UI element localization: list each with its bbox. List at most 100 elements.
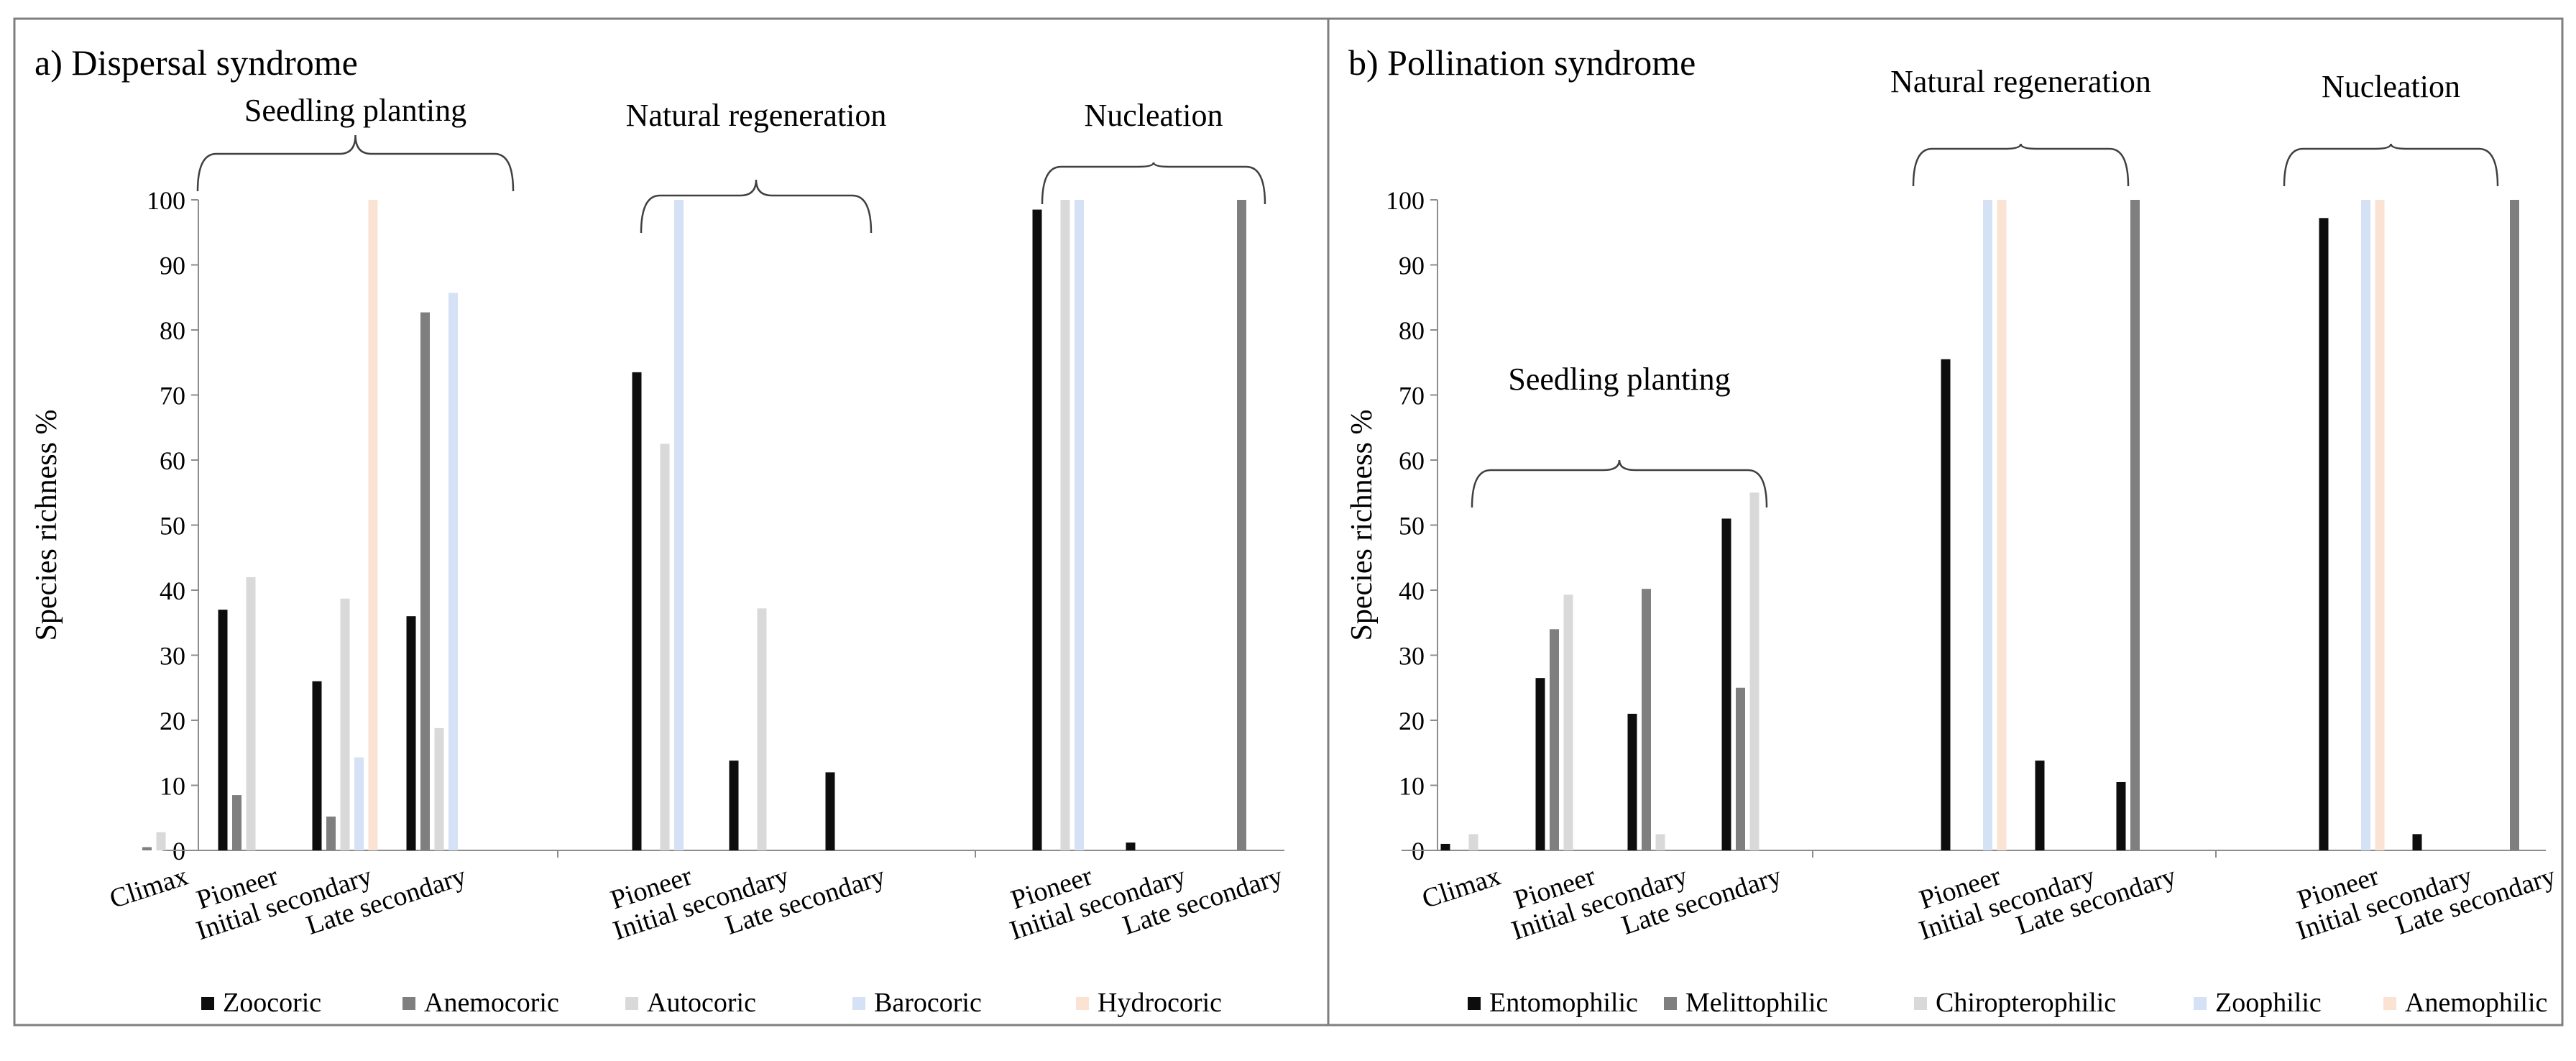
legend-swatch: [852, 997, 865, 1010]
bar-chiropterophilic: [1468, 834, 1478, 850]
legend-label: Zoophilic: [2215, 988, 2322, 1018]
bar-melittophilic: [1550, 629, 1559, 850]
bar-zoocoric: [729, 761, 739, 850]
bar-entomophilic: [2116, 781, 2126, 850]
legend-swatch: [625, 997, 638, 1010]
legend-swatch: [1468, 997, 1481, 1010]
category-climax: Climax: [1418, 834, 1504, 914]
legend-label: Entomophilic: [1489, 988, 1638, 1018]
bar-entomophilic: [1440, 843, 1450, 850]
bar-zoocoric: [312, 681, 322, 850]
bar-anemocoric: [1237, 200, 1246, 850]
y-tick-label: 70: [1399, 382, 1425, 410]
y-axis-label: Species richness %: [1346, 410, 1379, 641]
group-brace: [196, 134, 515, 192]
bar-autocoric: [660, 444, 670, 850]
bar-entomophilic: [1721, 518, 1731, 850]
bar-melittophilic: [2510, 200, 2519, 850]
category-pioneer: Pioneer: [1510, 594, 1599, 915]
legend-label: Anemophilic: [2405, 988, 2547, 1018]
group-brace: [2283, 143, 2499, 187]
bar-barocoric: [354, 757, 364, 850]
bar-autocoric: [340, 598, 350, 850]
y-tick-label: 60: [1399, 446, 1425, 475]
y-tick-label: 90: [160, 252, 185, 280]
group-brace: [640, 179, 873, 234]
bar-zoocoric: [632, 372, 642, 850]
bar-chiropterophilic: [1749, 492, 1760, 850]
legend-swatch: [402, 997, 415, 1010]
legend-swatch: [1076, 997, 1089, 1010]
bar-entomophilic: [1941, 359, 1951, 851]
x-tick-label: Climax: [106, 861, 191, 915]
bar-autocoric: [156, 832, 166, 850]
x-tick-label: Climax: [1418, 861, 1504, 915]
y-tick-label: 40: [160, 577, 185, 605]
bar-zoophilic: [1983, 200, 1992, 850]
category-late-secondary: Late secondary: [1119, 200, 1287, 941]
panel-title: a) Dispersal syndrome: [34, 42, 358, 83]
bar-melittophilic: [1642, 589, 1651, 850]
y-tick-label: 80: [1399, 316, 1425, 345]
legend-label: Autocoric: [647, 988, 756, 1018]
legend: Entomophilic Melittophilic Chiropterophili…: [1468, 988, 2547, 1018]
y-tick-label: 50: [1399, 512, 1425, 541]
bar-chiropterophilic: [1655, 834, 1665, 850]
bar-barocoric: [674, 200, 684, 850]
bar-zoocoric: [825, 772, 835, 850]
category-late-secondary: Late secondary: [2392, 200, 2559, 941]
bar-autocoric: [246, 577, 256, 850]
legend-label: Barocoric: [874, 988, 982, 1018]
y-tick-label: 70: [160, 382, 185, 410]
y-tick-label: 20: [160, 707, 185, 735]
legend-swatch: [201, 997, 214, 1010]
bar-zoocoric: [1032, 209, 1042, 850]
y-tick-label: 30: [1399, 642, 1425, 671]
bar-anemophilic: [1997, 200, 2007, 850]
bar-chiropterophilic: [1563, 594, 1573, 850]
legend-label: Melittophilic: [1685, 988, 1828, 1018]
category-late-secondary: Late secondary: [722, 772, 889, 941]
y-tick-label: 10: [1399, 772, 1425, 801]
y-tick-label: 30: [160, 642, 185, 671]
y-tick-label: 40: [1399, 577, 1425, 605]
bar-melittophilic: [2130, 200, 2140, 850]
bar-entomophilic: [2412, 834, 2422, 850]
bar-zoocoric: [218, 610, 228, 850]
y-tick-label: 80: [160, 316, 185, 345]
bar-anemocoric: [232, 795, 242, 850]
legend-label: Zoocoric: [223, 988, 321, 1018]
category-pioneer: Pioneer: [607, 200, 696, 915]
legend-swatch: [2194, 997, 2207, 1010]
y-axis-label: Species richness %: [30, 410, 63, 641]
panel-title: b) Pollination syndrome: [1348, 42, 1696, 83]
bar-zoophilic: [2361, 200, 2370, 850]
bar-entomophilic: [1535, 678, 1545, 850]
bar-entomophilic: [1627, 713, 1637, 850]
legend-label: Chiropterophilic: [1936, 988, 2116, 1018]
bar-barocoric: [1075, 200, 1084, 850]
y-tick-label: 10: [160, 772, 185, 801]
group-brace: [1471, 459, 1768, 508]
legend-swatch: [1914, 997, 1927, 1010]
legend-label: Anemocoric: [424, 988, 559, 1018]
legend: Zoocoric Anemocoric Autocoric Barocoric Hydr…: [201, 988, 1222, 1018]
bar-entomophilic: [2319, 218, 2329, 851]
y-tick-label: 100: [1386, 186, 1425, 215]
category-pioneer: Pioneer: [193, 577, 282, 915]
bar-entomophilic: [2035, 761, 2045, 850]
bar-zoocoric: [1126, 842, 1136, 850]
group-label: Nucleation: [1084, 98, 1223, 133]
bar-anemocoric: [326, 816, 336, 850]
bar-autocoric: [1060, 200, 1070, 850]
group-label: Natural regeneration: [626, 98, 887, 133]
